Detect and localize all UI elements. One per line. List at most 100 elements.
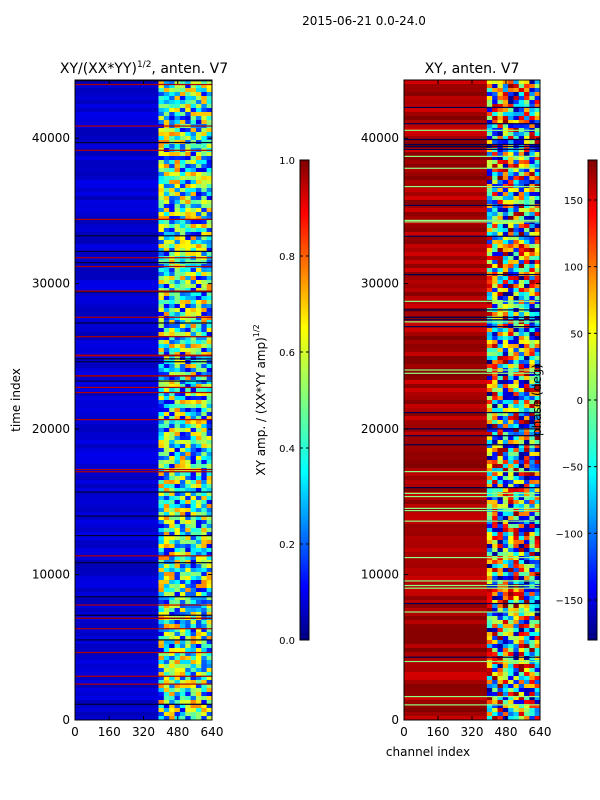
heatmap-cell — [502, 268, 509, 273]
heatmap-cell — [163, 132, 170, 137]
heatmap-cell — [185, 376, 192, 381]
heatmap-cell — [169, 528, 176, 533]
heatmap-cell — [174, 272, 181, 277]
heatmap-cell — [513, 596, 520, 601]
heatmap-cell — [185, 316, 192, 321]
heatmap-cell — [206, 548, 212, 553]
heatmap-cell — [163, 596, 170, 601]
heatmap-cell — [529, 424, 536, 429]
heatmap-cell — [174, 396, 181, 401]
heatmap-cell — [158, 540, 165, 545]
heatmap-cell — [174, 620, 181, 625]
heatmap-cell — [169, 636, 176, 641]
heatmap-cell — [201, 600, 208, 605]
heatmap-cell — [174, 424, 181, 429]
heatmap-cell — [513, 256, 520, 261]
heatmap-cell — [206, 624, 212, 629]
heatmap-cell — [158, 200, 165, 205]
heatmap-cell — [169, 556, 176, 561]
heatmap-cell — [185, 428, 192, 433]
heatmap-cell — [163, 80, 170, 85]
heatmap-cell — [524, 484, 530, 489]
heatmap-cell — [163, 656, 170, 661]
y-tick-label: 10000 — [32, 568, 70, 582]
heatmap-cell — [158, 572, 165, 577]
heatmap-cell — [206, 628, 212, 633]
heatmap-cell — [195, 440, 202, 445]
heatmap-cell — [508, 596, 514, 601]
heatmap-cell — [190, 680, 197, 685]
heatmap-cell — [524, 620, 530, 625]
heatmap-cell — [158, 696, 165, 701]
heatmap-cell — [513, 160, 520, 165]
heatmap-cell — [486, 552, 493, 557]
heatmap-cell — [169, 608, 176, 613]
heatmap-cell — [486, 352, 493, 357]
heatmap-cell — [206, 496, 212, 501]
heatmap-cell — [486, 572, 493, 577]
heatmap-cell — [75, 620, 159, 625]
heatmap-cell — [206, 524, 212, 529]
heatmap-cell — [404, 524, 488, 529]
heatmap-cell — [513, 468, 520, 473]
heatmap-cell — [518, 604, 525, 609]
heatmap-cell — [502, 356, 509, 361]
heatmap-cell — [502, 516, 509, 521]
heatmap-cell — [158, 512, 165, 517]
heatmap-cell — [534, 428, 540, 433]
heatmap-cell — [524, 172, 530, 177]
heatmap-cell — [492, 680, 498, 685]
heatmap-cell — [492, 172, 498, 177]
heatmap-cell — [75, 328, 159, 333]
heatmap-cell — [201, 324, 208, 329]
heatmap-cell — [201, 648, 208, 653]
heatmap-cell — [518, 644, 525, 649]
heatmap-cell — [201, 328, 208, 333]
heatmap-cell — [163, 716, 170, 720]
heatmap-cell — [502, 576, 509, 581]
heatmap-cell — [492, 468, 498, 473]
heatmap-cell — [169, 644, 176, 649]
heatmap-cell — [179, 192, 186, 197]
heatmap-cell — [174, 460, 181, 465]
heatmap-cell — [169, 364, 176, 369]
heatmap-cell — [195, 488, 202, 493]
heatmap-cell — [190, 300, 197, 305]
heatmap-cell — [174, 676, 181, 681]
heatmap-cell — [513, 620, 520, 625]
heatmap-cell — [190, 524, 197, 529]
heatmap-cell — [174, 280, 181, 285]
heatmap-cell — [158, 212, 165, 217]
heatmap-cell — [75, 596, 159, 601]
heatmap-cell — [206, 336, 212, 341]
heatmap-cell — [502, 540, 509, 545]
heatmap-cell — [169, 104, 176, 109]
heatmap-cell — [201, 448, 208, 453]
heatmap-cell — [534, 296, 540, 301]
heatmap-cell — [75, 236, 159, 241]
heatmap-cell — [508, 168, 514, 173]
heatmap-cell — [190, 228, 197, 233]
heatmap-cell — [486, 608, 493, 613]
x-tick-label: 640 — [201, 725, 224, 739]
heatmap-streak — [404, 326, 540, 328]
heatmap-cell — [158, 520, 165, 525]
heatmap-cell — [513, 224, 520, 229]
heatmap-cell — [174, 136, 181, 141]
heatmap-cell — [534, 380, 540, 385]
heatmap-cell — [201, 636, 208, 641]
heatmap-cell — [185, 520, 192, 525]
heatmap-cell — [195, 152, 202, 157]
heatmap-cell — [534, 252, 540, 257]
heatmap-cell — [497, 172, 504, 177]
heatmap-cell — [513, 444, 520, 449]
heatmap-cell — [185, 604, 192, 609]
heatmap-cell — [201, 280, 208, 285]
heatmap-cell — [169, 648, 176, 653]
heatmap-cell — [190, 208, 197, 213]
heatmap-cell — [534, 620, 540, 625]
heatmap-cell — [534, 640, 540, 645]
heatmap-cell — [158, 208, 165, 213]
heatmap-cell — [529, 636, 536, 641]
heatmap-cell — [195, 412, 202, 417]
